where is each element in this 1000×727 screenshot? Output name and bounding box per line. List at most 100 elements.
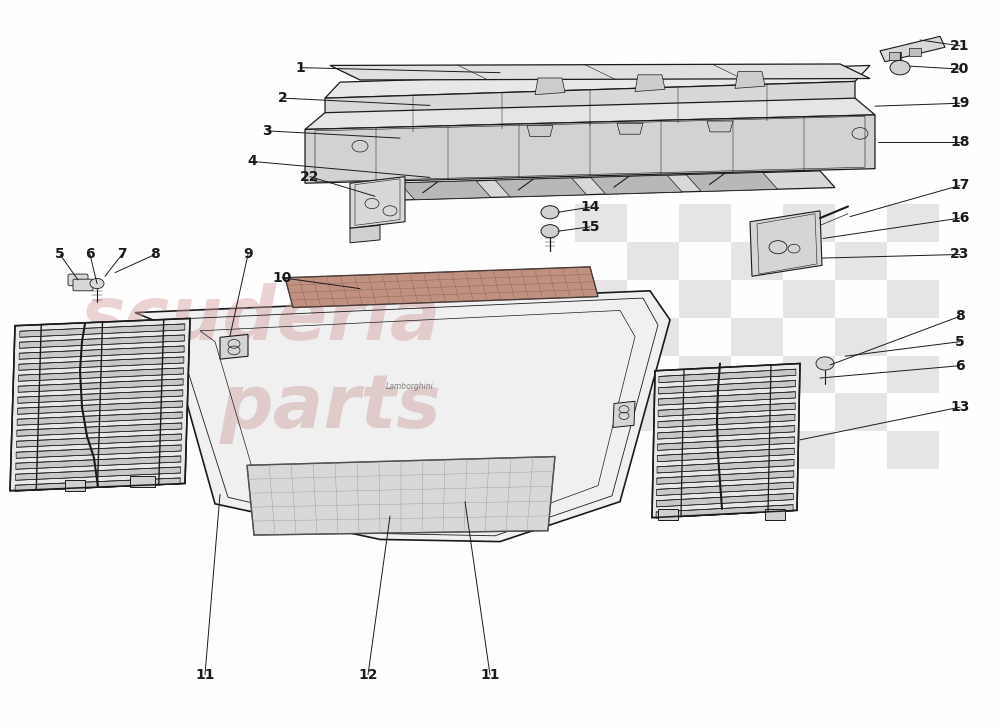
Polygon shape <box>20 324 185 337</box>
Polygon shape <box>350 225 380 243</box>
Text: 19: 19 <box>950 96 970 111</box>
Polygon shape <box>390 171 835 200</box>
Text: 10: 10 <box>272 270 292 285</box>
Polygon shape <box>19 346 184 359</box>
Polygon shape <box>658 425 795 439</box>
Text: 7: 7 <box>117 247 127 262</box>
Bar <box>887 204 939 242</box>
Text: 20: 20 <box>950 62 970 76</box>
Polygon shape <box>657 482 794 496</box>
Polygon shape <box>20 335 184 348</box>
Bar <box>627 393 679 431</box>
Polygon shape <box>652 364 800 518</box>
Circle shape <box>541 225 559 238</box>
Bar <box>627 318 679 356</box>
Polygon shape <box>889 52 901 60</box>
Text: 1: 1 <box>295 60 305 75</box>
Circle shape <box>541 206 559 219</box>
Text: 14: 14 <box>580 200 600 214</box>
Polygon shape <box>18 368 184 381</box>
Bar <box>731 393 783 431</box>
Bar <box>731 242 783 280</box>
Bar <box>679 356 731 393</box>
Polygon shape <box>658 437 794 451</box>
Text: 9: 9 <box>243 247 253 262</box>
Text: 17: 17 <box>950 178 970 193</box>
Polygon shape <box>325 81 855 134</box>
Circle shape <box>890 60 910 75</box>
Polygon shape <box>909 48 921 56</box>
Polygon shape <box>16 434 182 447</box>
Bar <box>575 356 627 393</box>
Polygon shape <box>735 72 765 89</box>
Polygon shape <box>16 445 181 458</box>
Text: 8: 8 <box>150 247 160 262</box>
Polygon shape <box>658 509 678 520</box>
Bar <box>679 280 731 318</box>
Circle shape <box>90 278 104 289</box>
Text: 22: 22 <box>300 169 320 184</box>
Text: parts: parts <box>220 371 442 443</box>
Text: 21: 21 <box>950 39 970 53</box>
Bar <box>887 356 939 393</box>
Polygon shape <box>220 334 248 359</box>
Polygon shape <box>613 401 635 427</box>
Text: Lamborghini: Lamborghini <box>386 382 434 391</box>
Polygon shape <box>135 291 670 542</box>
Polygon shape <box>17 423 182 436</box>
Polygon shape <box>18 390 183 403</box>
Polygon shape <box>130 476 155 487</box>
Bar <box>835 318 887 356</box>
Polygon shape <box>17 412 182 425</box>
Polygon shape <box>657 449 794 462</box>
Text: 11: 11 <box>480 667 500 682</box>
Polygon shape <box>657 459 794 473</box>
Bar <box>783 431 835 469</box>
Polygon shape <box>18 401 182 414</box>
Polygon shape <box>535 78 565 95</box>
Bar <box>575 204 627 242</box>
Polygon shape <box>15 478 180 491</box>
Bar <box>835 393 887 431</box>
Text: 13: 13 <box>950 400 970 414</box>
Polygon shape <box>880 36 945 62</box>
Bar <box>627 242 679 280</box>
Polygon shape <box>686 172 778 191</box>
Polygon shape <box>656 505 793 518</box>
Polygon shape <box>707 121 733 132</box>
Bar <box>731 318 783 356</box>
Polygon shape <box>658 392 795 405</box>
Bar <box>783 280 835 318</box>
FancyBboxPatch shape <box>73 279 93 291</box>
Bar <box>835 242 887 280</box>
Polygon shape <box>591 175 682 194</box>
Bar <box>575 280 627 318</box>
Polygon shape <box>400 181 491 200</box>
Text: 16: 16 <box>950 211 970 225</box>
Polygon shape <box>658 414 795 427</box>
Bar <box>679 204 731 242</box>
Polygon shape <box>10 318 190 491</box>
Polygon shape <box>19 357 184 370</box>
Polygon shape <box>285 267 598 308</box>
Polygon shape <box>495 178 587 197</box>
Polygon shape <box>635 75 665 92</box>
Polygon shape <box>617 124 643 134</box>
Text: 8: 8 <box>955 309 965 324</box>
Polygon shape <box>18 379 183 393</box>
Polygon shape <box>527 126 553 137</box>
Text: 6: 6 <box>955 358 965 373</box>
Polygon shape <box>350 177 405 228</box>
Polygon shape <box>658 403 795 417</box>
Polygon shape <box>305 98 875 129</box>
Polygon shape <box>65 480 85 491</box>
Bar <box>679 431 731 469</box>
Text: 5: 5 <box>55 247 65 262</box>
Text: 5: 5 <box>955 334 965 349</box>
Polygon shape <box>659 380 796 394</box>
Bar <box>783 356 835 393</box>
Polygon shape <box>765 509 785 520</box>
Polygon shape <box>657 471 794 484</box>
Text: 3: 3 <box>262 124 272 138</box>
Bar <box>887 280 939 318</box>
